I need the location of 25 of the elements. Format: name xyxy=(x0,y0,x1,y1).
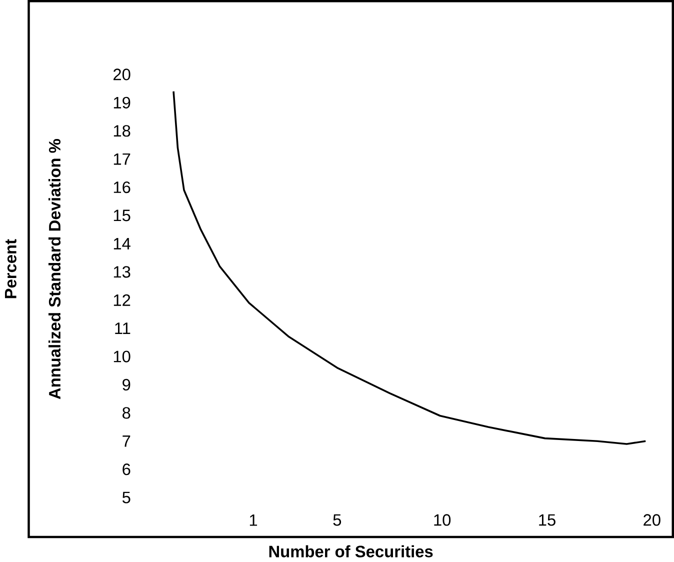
y-axis-title: Annualized Standard Deviation % xyxy=(48,138,61,399)
y-tick-label: 5 xyxy=(122,492,130,504)
y-tick-label: 16 xyxy=(114,181,130,193)
y-tick-label: 17 xyxy=(114,153,130,165)
y-tick-label: 20 xyxy=(114,68,130,80)
y-tick-label: 12 xyxy=(114,294,130,306)
x-tick-label: 20 xyxy=(644,514,660,526)
y-tick-label: 8 xyxy=(122,406,130,419)
x-tick-label: 10 xyxy=(434,514,451,526)
y-tick-label: 10 xyxy=(114,350,130,362)
line-series xyxy=(172,90,647,445)
y-tick-label: 15 xyxy=(114,210,130,222)
y-tick-label: 11 xyxy=(115,322,130,334)
y-tick-label: 14 xyxy=(114,238,130,250)
x-tick-label: 1 xyxy=(250,514,258,526)
y-tick-label: 9 xyxy=(122,378,130,390)
x-axis-title: Number of Securities xyxy=(269,545,433,558)
y-tick-label: 13 xyxy=(114,266,130,278)
x-tick-label: 5 xyxy=(333,514,342,526)
text: Percent xyxy=(4,239,16,298)
y-tick-label: 6 xyxy=(122,463,130,475)
y-tick-label: 7 xyxy=(122,435,130,447)
y-tick-label: 19 xyxy=(114,96,130,108)
x-tick-label: 15 xyxy=(539,514,556,526)
y-tick-label: 18 xyxy=(114,124,130,137)
